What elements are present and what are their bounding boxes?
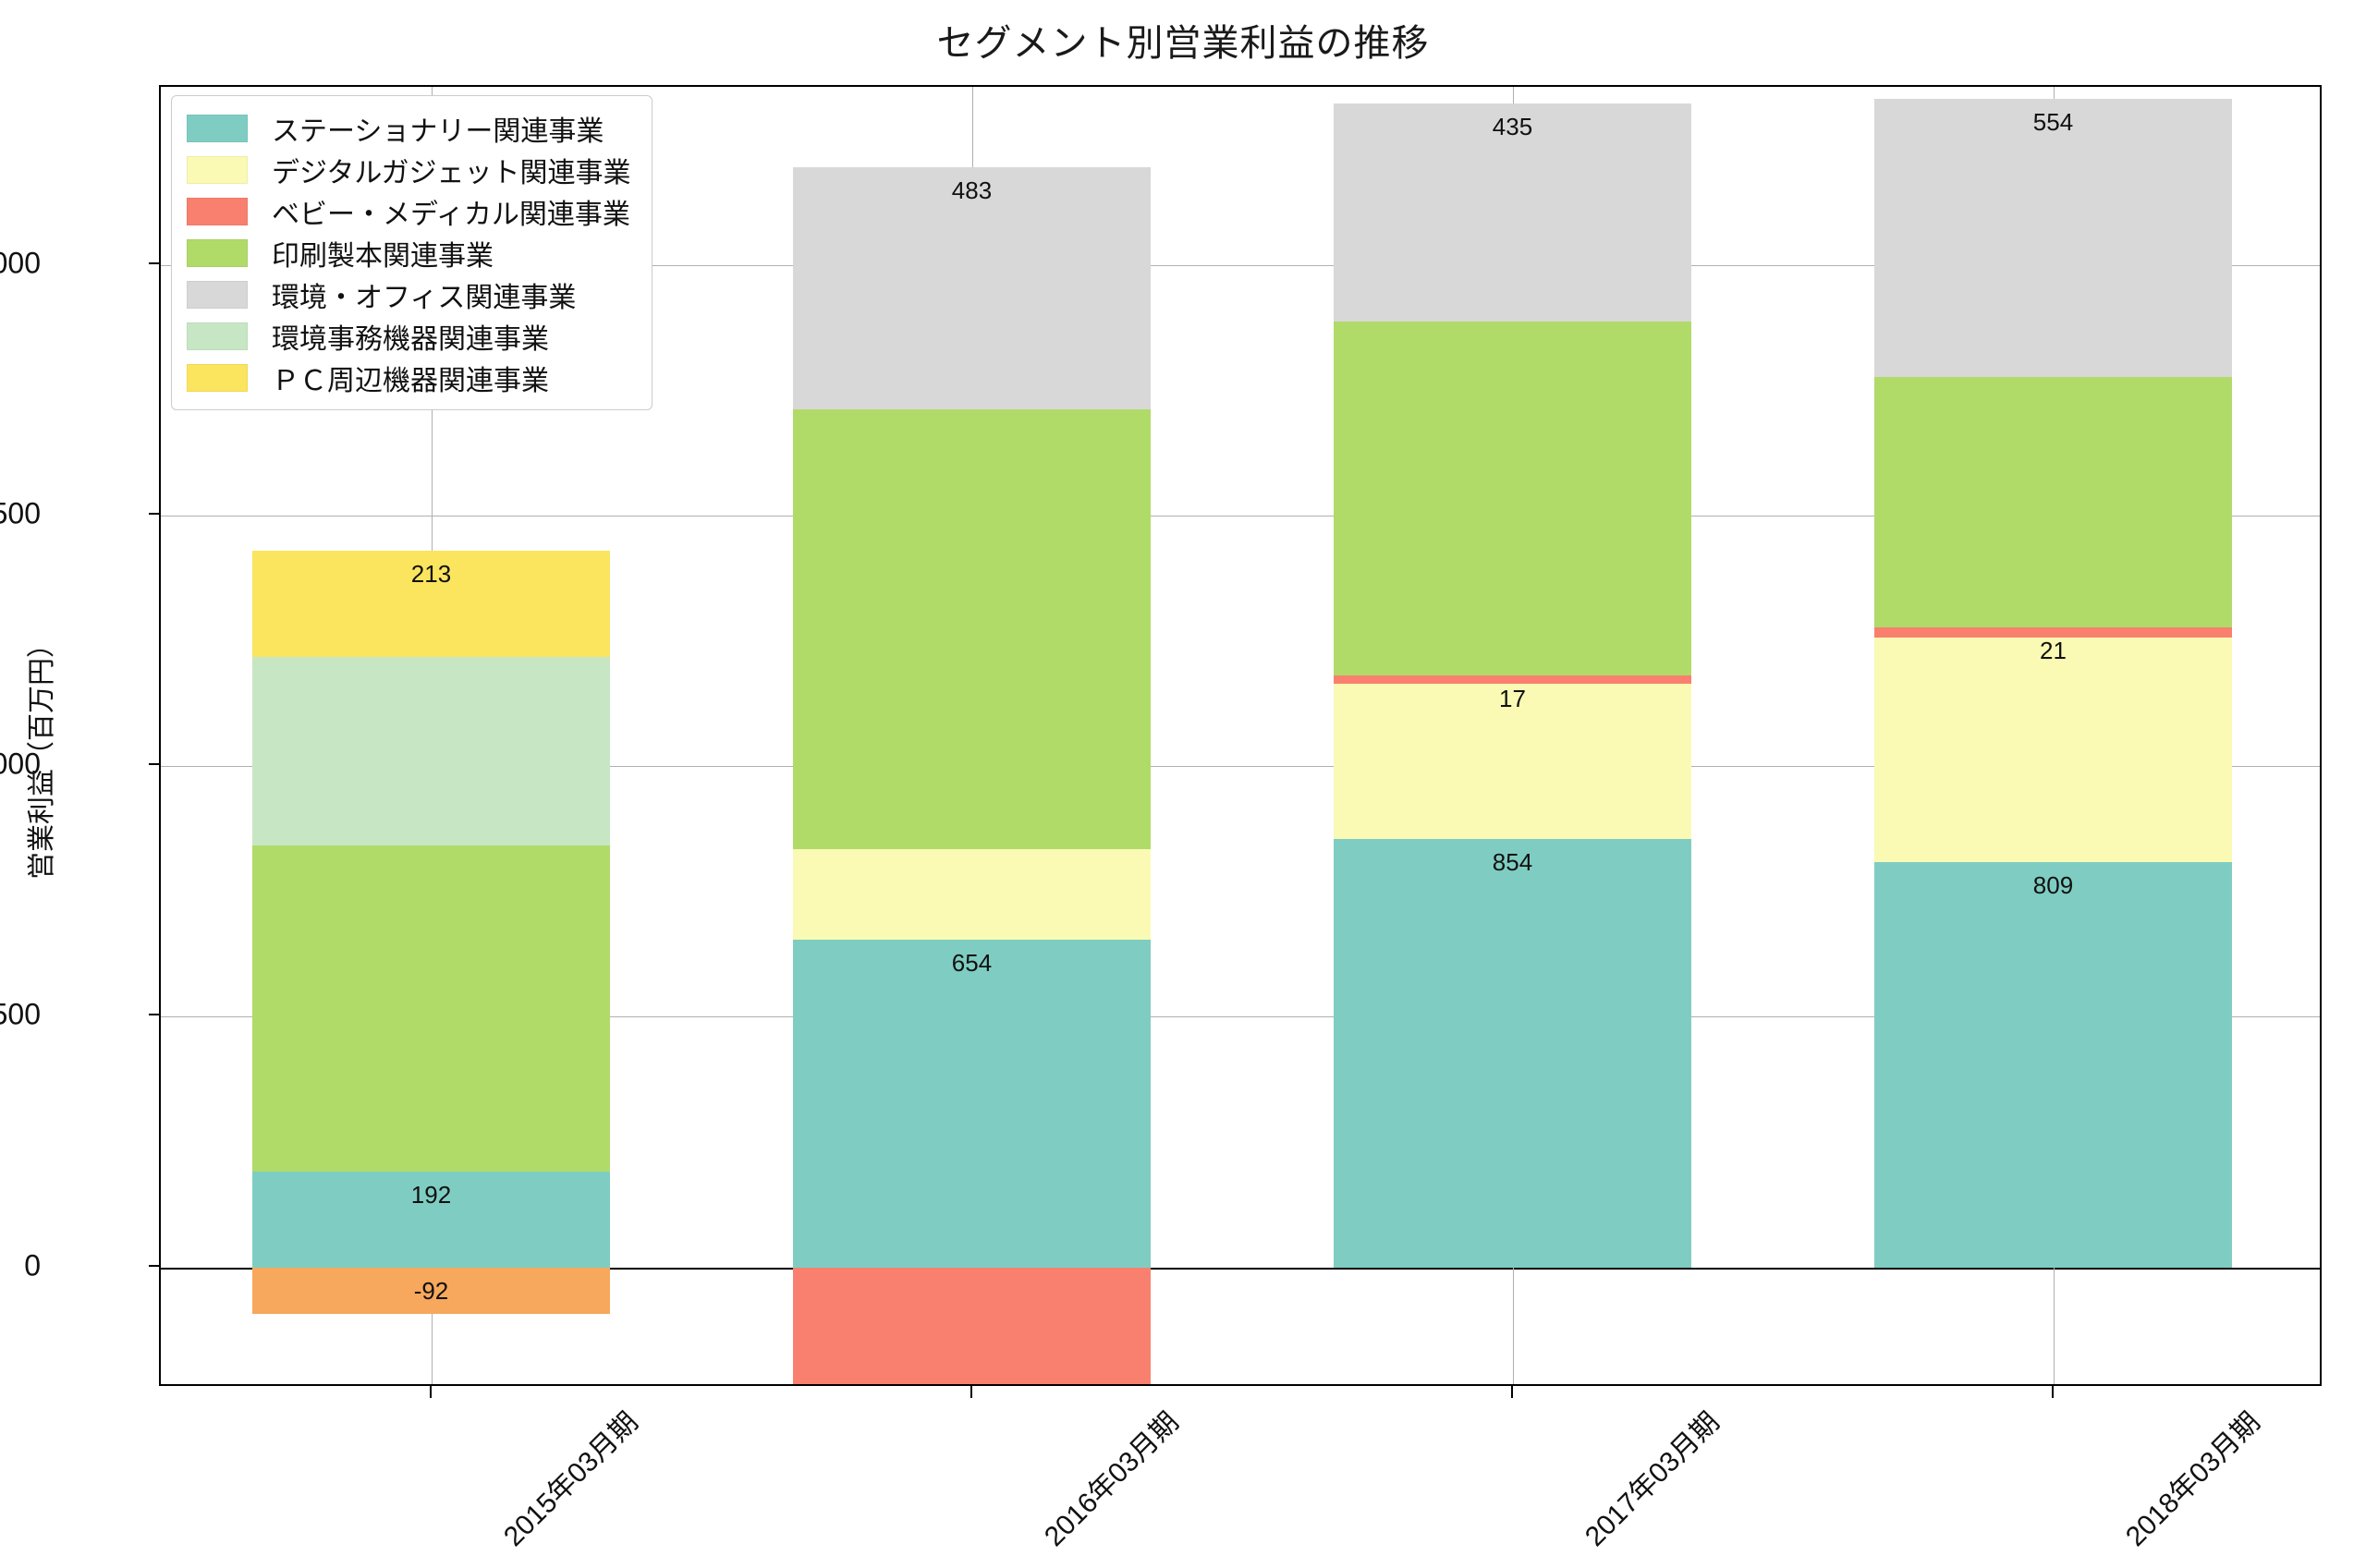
legend-item-label: ＰＣ周辺機器関連事業 xyxy=(272,365,549,396)
legend-item-label: 印刷製本関連事業 xyxy=(272,240,494,272)
plot-area: 192 213 -92 654 483 854 17 435 809 21 554 xyxy=(159,85,2322,1386)
bar-segment[interactable] xyxy=(793,939,1151,1268)
bar-segment[interactable] xyxy=(252,1267,610,1314)
x-tick-mark xyxy=(2051,1386,2054,1398)
y-tick-label: 0 xyxy=(24,1248,41,1282)
gridline-1000 xyxy=(161,766,2320,768)
legend-color-swatch-icon xyxy=(187,114,248,142)
legend-item[interactable]: 環境・オフィス関連事業 xyxy=(187,273,631,315)
bar-segment[interactable] xyxy=(252,845,610,1172)
gridline-1500 xyxy=(161,515,2320,517)
legend-item[interactable]: デジタルガジェット関連事業 xyxy=(187,149,631,190)
bar-segment[interactable] xyxy=(1334,839,1691,1268)
legend-item[interactable]: ＰＣ周辺機器関連事業 xyxy=(187,357,631,398)
legend-color-swatch-icon xyxy=(187,322,248,350)
x-tick-mark xyxy=(970,1386,972,1398)
x-tick-label: 2018年03月期 xyxy=(2119,1406,2266,1553)
bar-segment[interactable] xyxy=(1874,861,2232,1268)
chart-title: セグメント別営業利益の推移 xyxy=(936,23,1430,64)
bar-segment[interactable] xyxy=(1874,638,2232,862)
legend-item-label: 環境・オフィス関連事業 xyxy=(272,282,577,313)
x-tick-mark xyxy=(1510,1386,1513,1398)
legend-color-swatch-icon xyxy=(187,363,248,392)
bar-segment[interactable] xyxy=(1874,99,2232,377)
bar-group[interactable]: 854 17 435 xyxy=(1334,87,1691,1384)
bar-group[interactable]: 809 21 554 xyxy=(1874,87,2232,1384)
legend-item-label: ベビー・メディカル関連事業 xyxy=(272,199,630,230)
legend: ステーショナリー関連事業 デジタルガジェット関連事業 ベビー・メディカル関連事業 印刷… xyxy=(171,95,652,410)
bar-segment[interactable] xyxy=(252,657,610,845)
gridline-500 xyxy=(161,1016,2320,1018)
y-tick-mark xyxy=(149,1264,160,1267)
bar-segment[interactable] xyxy=(1334,321,1691,675)
legend-item[interactable]: ステーショナリー関連事業 xyxy=(187,107,631,149)
legend-color-swatch-icon xyxy=(187,155,248,184)
y-tick-label: 1,000 xyxy=(0,747,41,781)
gridline-2000 xyxy=(161,264,2320,266)
x-tick-label: 2016年03月期 xyxy=(1038,1406,1185,1553)
y-tick-mark xyxy=(149,261,160,264)
legend-item-label: 環境事務機器関連事業 xyxy=(272,323,549,355)
gridline-0 xyxy=(161,1267,2320,1270)
legend-item[interactable]: 印刷製本関連事業 xyxy=(187,232,631,273)
bar-group[interactable]: 192 213 -92 xyxy=(252,87,610,1384)
y-tick-label: 2,000 xyxy=(0,246,41,280)
bar-group[interactable]: 654 483 xyxy=(793,87,1151,1384)
legend-color-swatch-icon xyxy=(187,238,248,267)
legend-item-label: デジタルガジェット関連事業 xyxy=(272,157,631,188)
bar-segment[interactable] xyxy=(1874,376,2232,627)
legend-item-label: ステーショナリー関連事業 xyxy=(272,115,604,147)
bar-segment[interactable] xyxy=(1334,684,1691,840)
y-tick-mark xyxy=(149,763,160,766)
bar-segment[interactable] xyxy=(793,1267,1151,1384)
legend-color-swatch-icon xyxy=(187,197,248,225)
x-tick-mark xyxy=(429,1386,432,1398)
y-tick-mark xyxy=(149,512,160,515)
y-tick-label: 1,500 xyxy=(0,496,41,530)
bar-segment[interactable] xyxy=(793,167,1151,410)
bar-segment[interactable] xyxy=(1334,103,1691,322)
legend-color-swatch-icon xyxy=(187,280,248,309)
legend-item[interactable]: 環境事務機器関連事業 xyxy=(187,315,631,357)
bar-segment[interactable] xyxy=(1874,626,2232,638)
x-tick-label: 2015年03月期 xyxy=(497,1406,644,1553)
bar-segment[interactable] xyxy=(252,1171,610,1268)
bar-segment[interactable] xyxy=(252,550,610,658)
legend-item[interactable]: ベビー・メディカル関連事業 xyxy=(187,190,631,232)
x-tick-label: 2017年03月期 xyxy=(1579,1406,1726,1553)
y-tick-mark xyxy=(149,1014,160,1016)
bar-segment[interactable] xyxy=(793,849,1151,940)
bar-segment[interactable] xyxy=(1334,675,1691,685)
y-tick-label: 500 xyxy=(0,997,41,1031)
bar-segment[interactable] xyxy=(793,409,1151,850)
